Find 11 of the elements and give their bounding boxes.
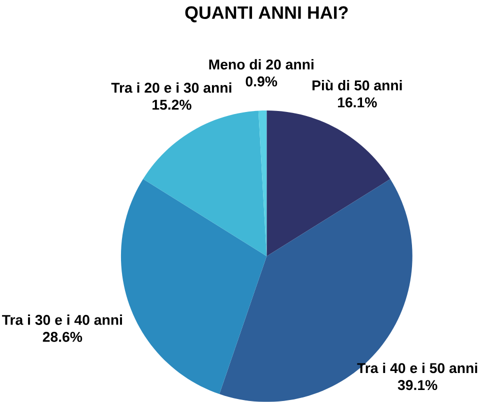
slice-label: Tra i 40 e i 50 anni [357, 362, 478, 374]
slice-label: Tra i 20 e i 30 anni [111, 82, 232, 93]
data-label: 28.6% [42, 332, 82, 342]
slice-label: Meno di 20 anni [209, 59, 314, 70]
chart-title: QUANTI ANNI HAI? [185, 6, 348, 22]
slice-label: Più di 50 anni [312, 80, 402, 90]
data-label: 39.1% [398, 380, 438, 390]
data-label: 15.2% [152, 100, 192, 110]
data-label: 0.9% [246, 76, 278, 86]
slice-label: Tra i 30 e i 40 anni [2, 314, 122, 325]
data-label: 16.1% [338, 97, 377, 108]
